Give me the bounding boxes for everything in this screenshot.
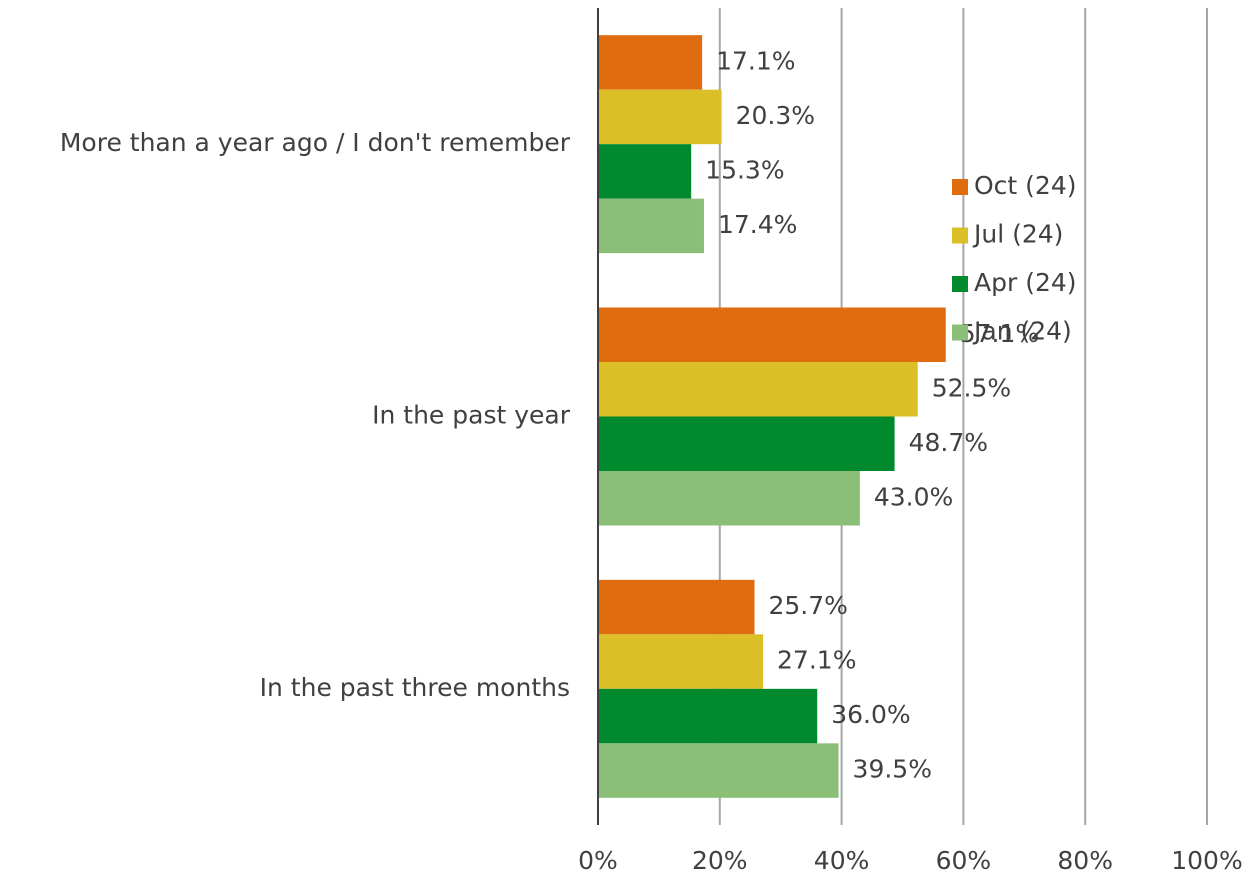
bar [598,144,692,199]
category-label: More than a year ago / I don't remember [60,128,571,157]
bar [598,471,860,526]
x-tick-label: 60% [936,846,992,875]
legend-swatch [952,227,968,244]
x-tick-label: 40% [814,846,870,875]
data-label: 36.0% [831,700,910,729]
category-label: In the past year [372,401,571,430]
data-label: 20.3% [736,101,815,130]
legend-swatch [952,179,968,195]
data-label: 25.7% [769,591,848,620]
data-label: 15.3% [705,155,784,184]
data-label: 17.4% [718,210,797,239]
x-tick-label: 20% [692,846,748,875]
legend-label: Jul (24) [972,220,1063,249]
bar [598,688,818,744]
bar [598,634,764,689]
bar [598,307,946,362]
bar [598,416,895,471]
data-label: 52.5% [932,373,1011,402]
legend-label: Jan (24) [972,317,1072,346]
x-tick-label: 0% [578,846,618,875]
data-label: 27.1% [777,646,856,675]
data-label: 43.0% [874,482,953,511]
category-label: In the past three months [260,673,570,702]
bar [598,35,703,90]
x-tick-label: 100% [1171,846,1242,875]
bar [598,579,755,635]
bar [598,89,722,145]
data-label: 39.5% [853,755,932,784]
legend-swatch [952,276,968,292]
legend-label: Apr (24) [974,268,1077,297]
x-tick-label: 80% [1057,846,1113,875]
bar [598,198,704,254]
legend-swatch [952,324,968,341]
data-label: 57.1% [960,319,1039,348]
data-label: 17.1% [716,46,795,75]
bar [598,362,918,417]
legend-label: Oct (24) [974,171,1077,200]
data-label: 48.7% [909,428,988,457]
bar [598,743,839,798]
